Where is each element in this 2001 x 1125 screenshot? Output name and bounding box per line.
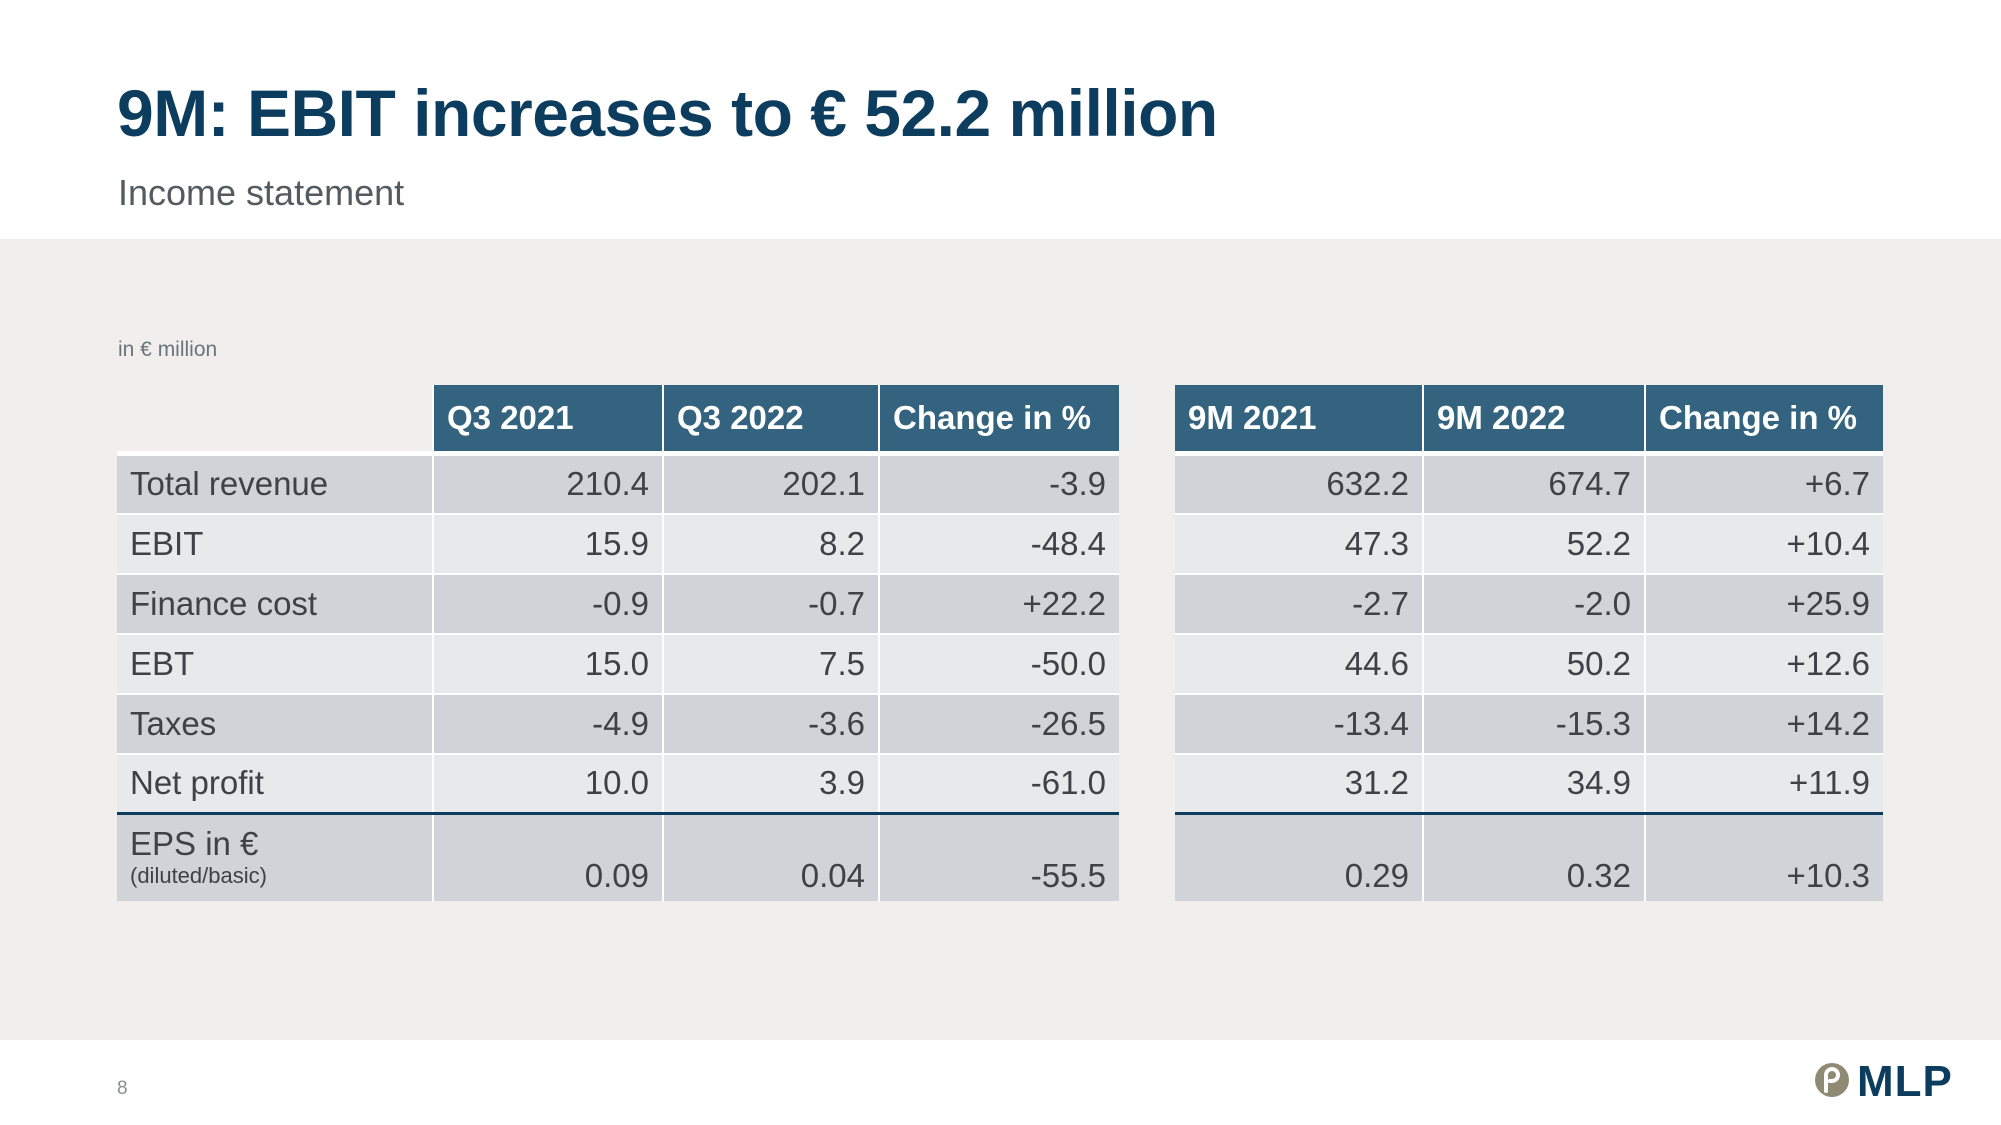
table-cell: -26.5 (878, 693, 1119, 754)
table-cell: -2.7 (1175, 573, 1423, 634)
table-cell: 15.9 (432, 513, 663, 574)
unit-note: in € million (118, 338, 218, 361)
table-cell: 52.2 (1422, 513, 1645, 574)
table-cell: -2.0 (1422, 573, 1645, 634)
q3-header-row: Q3 2021 Q3 2022 Change in % (117, 385, 1119, 454)
table-cell: +6.7 (1644, 453, 1883, 514)
nine-month-header-9m-2022: 9M 2022 (1422, 385, 1645, 454)
table-cell: -4.9 (432, 693, 663, 754)
table-cell: -48.4 (878, 513, 1119, 574)
table-cell: 210.4 (432, 453, 663, 514)
table-row: 44.6 50.2 +12.6 (1175, 633, 1883, 694)
table-row: Finance cost -0.9 -0.7 +22.2 (117, 573, 1119, 634)
table-row: -2.7 -2.0 +25.9 (1175, 573, 1883, 634)
mlp-logo: MLP (1813, 1057, 1953, 1106)
eps-sublabel: (diluted/basic) (130, 862, 267, 888)
table-row: Total revenue 210.4 202.1 -3.9 (117, 453, 1119, 514)
table-cell: -3.9 (878, 453, 1119, 514)
q3-header-q3-2022: Q3 2022 (662, 385, 879, 454)
row-label: Total revenue (117, 453, 433, 514)
table-cell: -3.6 (662, 693, 879, 754)
table-row: Net profit 10.0 3.9 -61.0 (117, 753, 1119, 814)
q3-header-change: Change in % (878, 385, 1119, 454)
table-cell: 7.5 (662, 633, 879, 694)
nine-month-income-table: 9M 2021 9M 2022 Change in % 632.2 674.7 … (1175, 385, 1883, 901)
nine-month-header-row: 9M 2021 9M 2022 Change in % (1175, 385, 1883, 454)
table-row: 31.2 34.9 +11.9 (1175, 753, 1883, 814)
table-cell: 50.2 (1422, 633, 1645, 694)
table-cell: +11.9 (1644, 753, 1883, 814)
table-cell: 0.32 (1422, 813, 1645, 901)
table-cell: 3.9 (662, 753, 879, 814)
table-row: 632.2 674.7 +6.7 (1175, 453, 1883, 514)
nine-month-header-change: Change in % (1644, 385, 1883, 454)
mlp-swirl-icon (1813, 1061, 1851, 1104)
q3-header-blank (117, 385, 433, 454)
table-cell: 0.09 (432, 813, 663, 901)
table-cell: 632.2 (1175, 453, 1423, 514)
table-cell: +22.2 (878, 573, 1119, 634)
table-row: EBIT 15.9 8.2 -48.4 (117, 513, 1119, 574)
table-cell: 31.2 (1175, 753, 1423, 814)
row-label: Taxes (117, 693, 433, 754)
row-label: EBIT (117, 513, 433, 574)
q3-income-table: Q3 2021 Q3 2022 Change in % Total revenu… (117, 385, 1119, 901)
table-row: -13.4 -15.3 +14.2 (1175, 693, 1883, 754)
table-cell: 0.04 (662, 813, 879, 901)
table-cell: 674.7 (1422, 453, 1645, 514)
table-row: 47.3 52.2 +10.4 (1175, 513, 1883, 574)
eps-row: 0.29 0.32 +10.3 (1175, 813, 1883, 901)
table-cell: -55.5 (878, 813, 1119, 901)
table-cell: +10.4 (1644, 513, 1883, 574)
table-cell: 44.6 (1175, 633, 1423, 694)
eps-row: EPS in € (diluted/basic) 0.09 0.04 -55.5 (117, 813, 1119, 901)
table-row: Taxes -4.9 -3.6 -26.5 (117, 693, 1119, 754)
q3-header-q3-2021: Q3 2021 (432, 385, 663, 454)
table-cell: -13.4 (1175, 693, 1423, 754)
slide-subtitle: Income statement (118, 172, 405, 213)
row-label: Net profit (117, 753, 433, 814)
row-label: EBT (117, 633, 433, 694)
table-cell: 8.2 (662, 513, 879, 574)
eps-label-cell: EPS in € (diluted/basic) (117, 813, 433, 901)
table-cell: +12.6 (1644, 633, 1883, 694)
row-label: Finance cost (117, 573, 433, 634)
table-cell: 202.1 (662, 453, 879, 514)
page-number: 8 (117, 1078, 128, 1099)
table-cell: 47.3 (1175, 513, 1423, 574)
table-cell: 10.0 (432, 753, 663, 814)
table-cell: -0.9 (432, 573, 663, 634)
table-row: EBT 15.0 7.5 -50.0 (117, 633, 1119, 694)
table-cell: 15.0 (432, 633, 663, 694)
table-cell: +25.9 (1644, 573, 1883, 634)
table-cell: +14.2 (1644, 693, 1883, 754)
table-cell: -15.3 (1422, 693, 1645, 754)
table-cell: -61.0 (878, 753, 1119, 814)
slide-title: 9M: EBIT increases to € 52.2 million (117, 76, 1218, 150)
table-cell: +10.3 (1644, 813, 1883, 901)
table-cell: 34.9 (1422, 753, 1645, 814)
logo-text: MLP (1857, 1057, 1953, 1106)
table-cell: -50.0 (878, 633, 1119, 694)
nine-month-header-9m-2021: 9M 2021 (1175, 385, 1423, 454)
eps-label: EPS in € (130, 824, 259, 862)
table-cell: -0.7 (662, 573, 879, 634)
table-cell: 0.29 (1175, 813, 1423, 901)
